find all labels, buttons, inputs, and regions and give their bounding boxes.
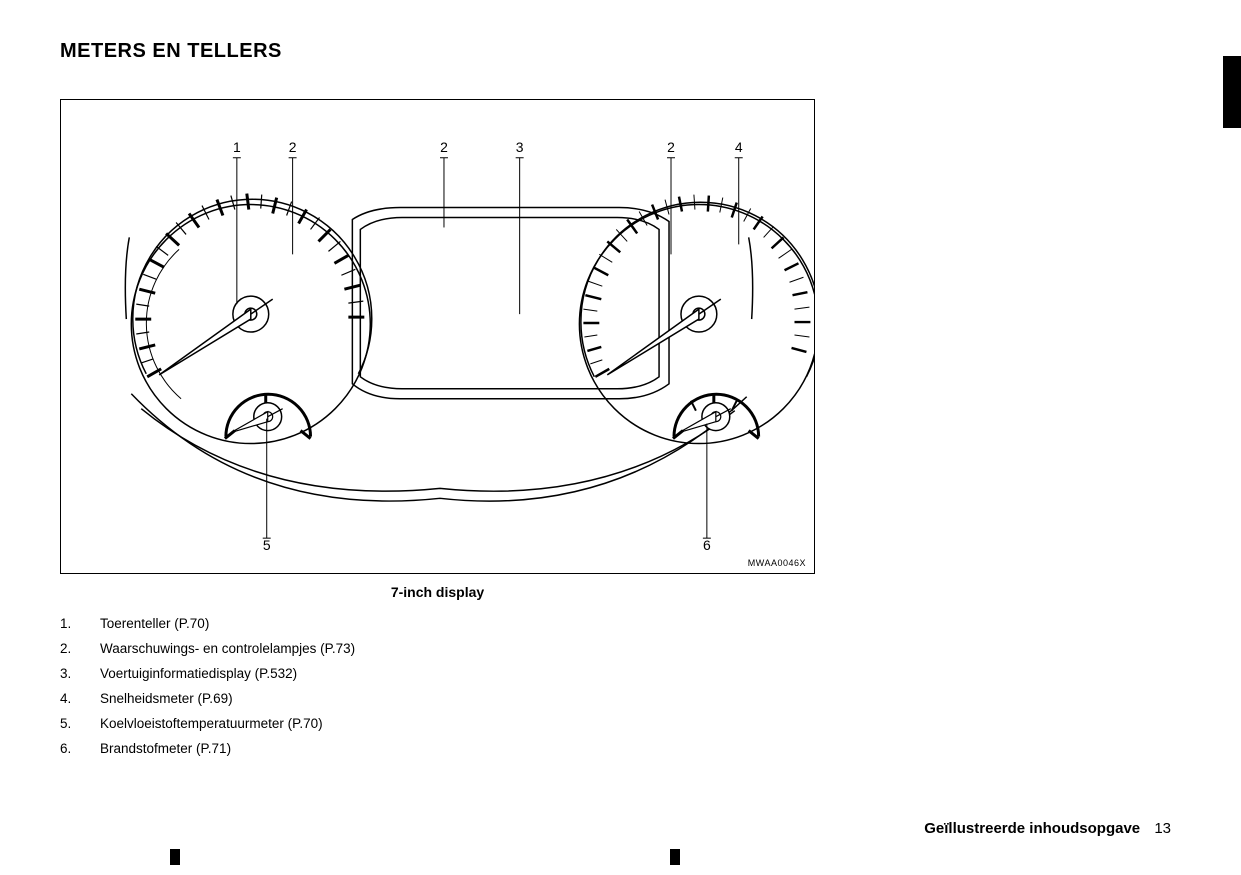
page: METERS EN TELLERS bbox=[0, 0, 1241, 875]
callout-number: 3 bbox=[516, 139, 524, 155]
image-code: MWAA0046X bbox=[748, 558, 806, 568]
legend-list: 1.Toerenteller (P.70)2.Waarschuwings- en… bbox=[60, 616, 1181, 756]
list-item-number: 4. bbox=[60, 691, 100, 706]
figure-box: 1 2 2 3 2 4 5 6 MWAA0046X bbox=[60, 99, 815, 574]
list-item: 4.Snelheidsmeter (P.69) bbox=[60, 691, 1181, 706]
list-item: 3.Voertuiginformatiedisplay (P.532) bbox=[60, 666, 1181, 681]
list-item: 5.Koelvloeistoftemperatuurmeter (P.70) bbox=[60, 716, 1181, 731]
registration-mark-icon bbox=[170, 849, 180, 865]
callout-number: 5 bbox=[263, 537, 271, 553]
callout-number: 4 bbox=[735, 139, 743, 155]
registration-mark-icon bbox=[670, 849, 680, 865]
footer: Geïllustreerde inhoudsopgave 13 bbox=[924, 820, 1171, 837]
list-item-text: Toerenteller (P.70) bbox=[100, 616, 209, 631]
list-item-number: 6. bbox=[60, 741, 100, 756]
list-item: 6.Brandstofmeter (P.71) bbox=[60, 741, 1181, 756]
footer-label: Geïllustreerde inhoudsopgave bbox=[924, 820, 1140, 837]
callout-number: 2 bbox=[289, 139, 297, 155]
list-item: 1.Toerenteller (P.70) bbox=[60, 616, 1181, 631]
side-tab bbox=[1223, 56, 1241, 128]
list-item-number: 3. bbox=[60, 666, 100, 681]
callout-number: 2 bbox=[667, 139, 675, 155]
list-item-text: Brandstofmeter (P.71) bbox=[100, 741, 231, 756]
list-item-text: Waarschuwings- en controlelampjes (P.73) bbox=[100, 641, 355, 656]
list-item-text: Koelvloeistoftemperatuurmeter (P.70) bbox=[100, 716, 323, 731]
page-title: METERS EN TELLERS bbox=[60, 40, 1181, 63]
list-item-number: 5. bbox=[60, 716, 100, 731]
left-gauge bbox=[131, 194, 371, 444]
callout-number: 1 bbox=[233, 139, 241, 155]
right-gauge bbox=[579, 195, 814, 444]
footer-page: 13 bbox=[1154, 820, 1171, 837]
list-item-number: 2. bbox=[60, 641, 100, 656]
list-item-text: Snelheidsmeter (P.69) bbox=[100, 691, 233, 706]
list-item-text: Voertuiginformatiedisplay (P.532) bbox=[100, 666, 297, 681]
gauge-diagram: 1 2 2 3 2 4 5 6 bbox=[61, 100, 814, 573]
callout-number: 6 bbox=[703, 537, 711, 553]
list-item: 2.Waarschuwings- en controlelampjes (P.7… bbox=[60, 641, 1181, 656]
list-item-number: 1. bbox=[60, 616, 100, 631]
figure-caption: 7-inch display bbox=[60, 584, 815, 600]
callout-number: 2 bbox=[440, 139, 448, 155]
